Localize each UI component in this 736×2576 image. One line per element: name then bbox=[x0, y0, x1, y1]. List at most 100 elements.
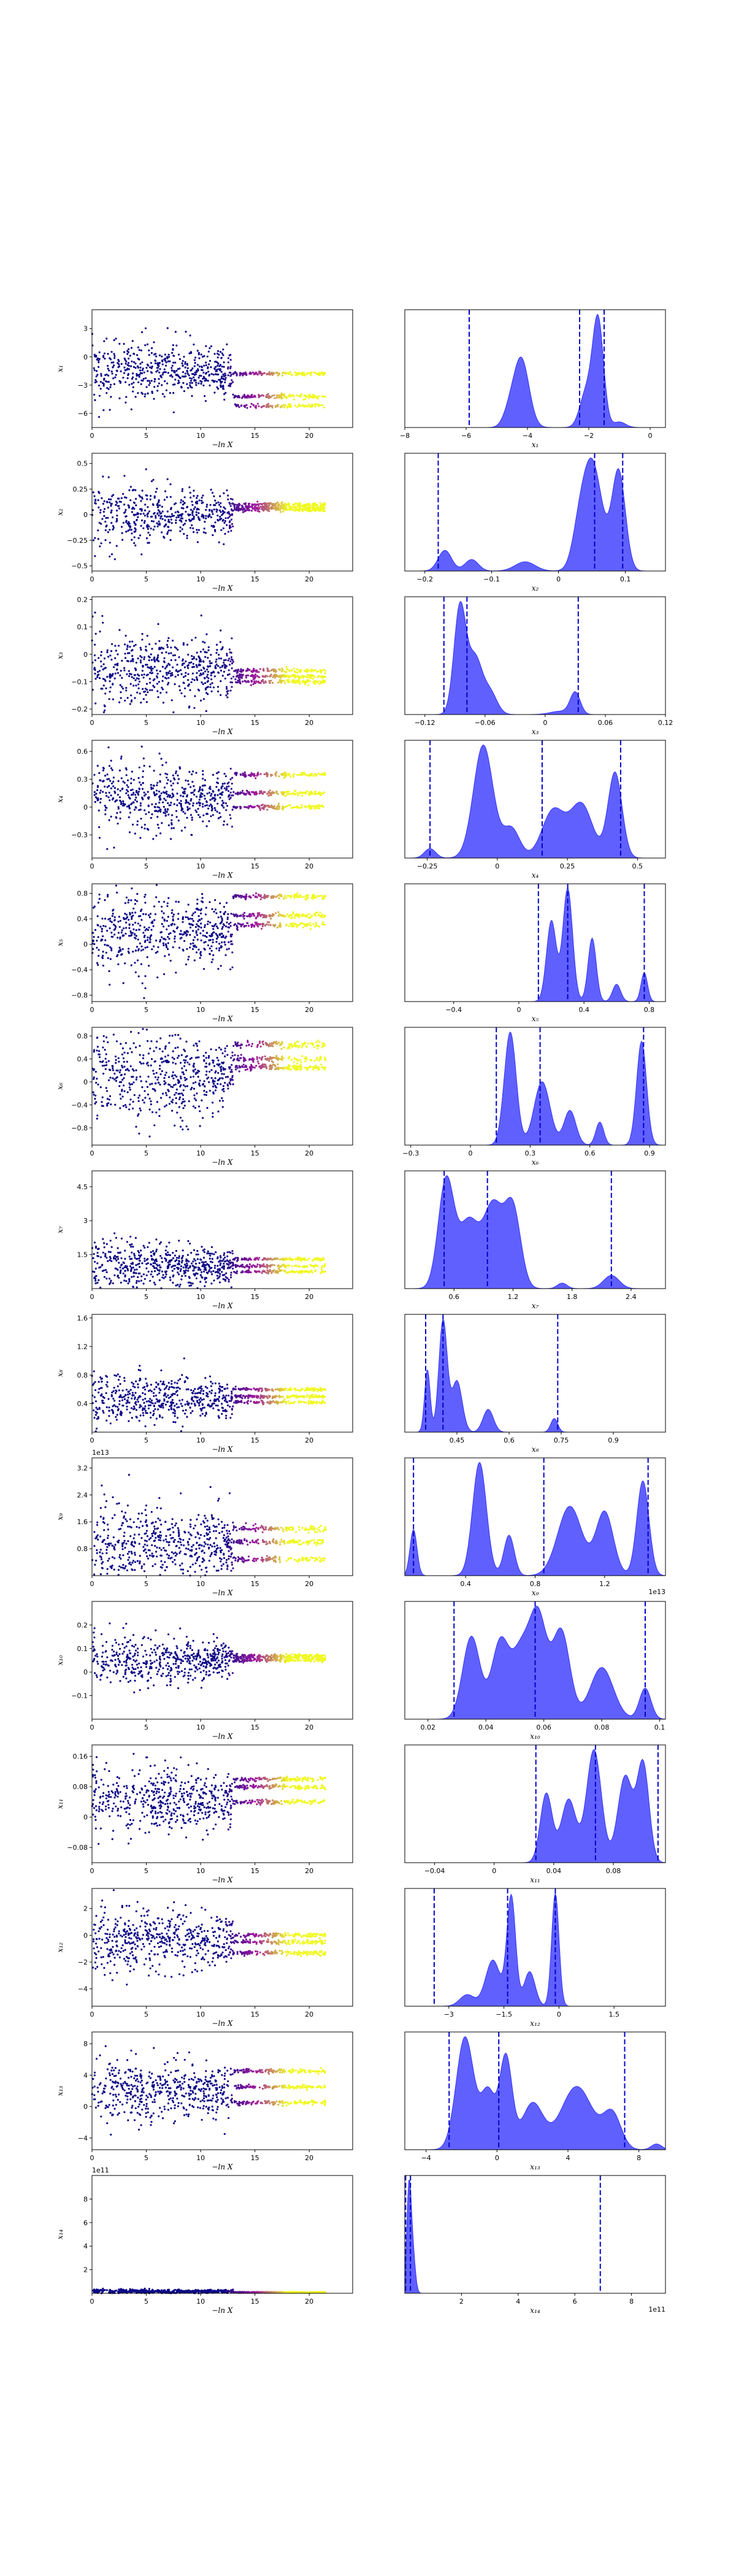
trace-point bbox=[194, 379, 197, 381]
trace-point bbox=[139, 366, 142, 369]
trace-point bbox=[178, 767, 181, 770]
trace-point bbox=[110, 782, 113, 784]
trace-point bbox=[313, 807, 316, 810]
trace-point bbox=[284, 675, 286, 678]
trace-point bbox=[250, 684, 252, 686]
trace-point bbox=[113, 339, 115, 342]
trace-point bbox=[187, 903, 190, 906]
trace-point bbox=[251, 371, 254, 374]
trace-point bbox=[165, 672, 167, 674]
trace-point bbox=[309, 1059, 312, 1061]
trace-point bbox=[128, 383, 131, 386]
trace-point bbox=[280, 502, 283, 504]
trace-point bbox=[307, 897, 309, 899]
trace-point bbox=[199, 804, 201, 807]
trace-point bbox=[132, 366, 135, 369]
trace-point bbox=[94, 379, 97, 381]
trace-point bbox=[194, 637, 197, 639]
trace-point bbox=[142, 948, 145, 951]
trace-point bbox=[125, 921, 128, 924]
trace-point bbox=[150, 480, 153, 483]
trace-point bbox=[212, 686, 215, 689]
trace-point bbox=[140, 524, 142, 527]
trace-point bbox=[266, 667, 269, 670]
trace-point bbox=[127, 901, 129, 904]
trace-point bbox=[141, 331, 144, 334]
trace-point bbox=[129, 703, 131, 705]
trace-point bbox=[235, 774, 237, 776]
trace-point bbox=[142, 776, 144, 778]
trace-point bbox=[207, 670, 210, 673]
trace-point bbox=[126, 350, 129, 352]
trace-point bbox=[258, 681, 260, 684]
trace-point bbox=[134, 679, 137, 681]
trace-point bbox=[148, 678, 151, 680]
trace-point bbox=[100, 665, 102, 668]
trace-point bbox=[150, 515, 152, 518]
trace-point bbox=[140, 553, 143, 556]
trace-point bbox=[112, 494, 115, 496]
trace-point bbox=[158, 510, 161, 513]
trace-point bbox=[93, 367, 95, 369]
trace-point bbox=[138, 929, 140, 931]
trace-point bbox=[102, 678, 104, 680]
trace-point bbox=[195, 946, 197, 948]
trace-point bbox=[166, 905, 169, 907]
trace-point bbox=[94, 929, 97, 931]
trace-point bbox=[102, 767, 105, 770]
trace-point bbox=[129, 930, 132, 933]
trace-point bbox=[310, 897, 313, 899]
trace-point bbox=[202, 375, 205, 378]
trace-point bbox=[180, 809, 183, 811]
trace-point bbox=[144, 344, 147, 347]
trace-point bbox=[150, 352, 153, 355]
trace-point bbox=[94, 632, 97, 635]
trace-point bbox=[183, 532, 185, 535]
trace-point bbox=[215, 1049, 217, 1051]
trace-point bbox=[205, 515, 207, 517]
trace-point bbox=[316, 680, 319, 683]
trace-point bbox=[105, 687, 107, 689]
trace-point bbox=[285, 507, 287, 509]
trace-point bbox=[274, 912, 277, 914]
trace-point bbox=[188, 514, 190, 516]
trace-point bbox=[319, 504, 321, 507]
trace-point bbox=[172, 711, 175, 713]
trace-point bbox=[177, 913, 180, 915]
trace-point bbox=[143, 765, 145, 767]
trace-point bbox=[127, 660, 129, 662]
trace-point bbox=[182, 507, 185, 510]
trace-point bbox=[226, 788, 228, 791]
trace-point bbox=[177, 516, 180, 518]
trace-point bbox=[270, 794, 272, 797]
trace-point bbox=[247, 502, 250, 505]
trace-point bbox=[220, 694, 222, 696]
trace-point bbox=[270, 804, 273, 807]
trace-point bbox=[96, 670, 99, 673]
trace-point bbox=[161, 359, 164, 362]
trace-point bbox=[264, 1055, 266, 1057]
trace-point bbox=[229, 660, 232, 662]
trace-point bbox=[153, 792, 156, 795]
trace-point bbox=[188, 352, 191, 355]
trace-point bbox=[248, 669, 251, 671]
trace-point bbox=[193, 343, 195, 346]
trace-point bbox=[153, 386, 156, 388]
trace-point bbox=[216, 810, 218, 813]
trace-point bbox=[208, 374, 210, 376]
trace-point bbox=[118, 505, 120, 507]
trace-point bbox=[224, 943, 226, 946]
trace-point bbox=[294, 502, 296, 505]
trace-point bbox=[241, 675, 243, 677]
trace-point bbox=[122, 493, 125, 495]
trace-point bbox=[206, 792, 209, 795]
trace-point bbox=[121, 788, 124, 790]
trace-point bbox=[190, 351, 192, 353]
trace-point bbox=[189, 334, 191, 337]
trace-point bbox=[226, 688, 228, 690]
trace-point bbox=[196, 908, 199, 911]
trace-point bbox=[95, 380, 98, 383]
trace-point bbox=[174, 378, 177, 381]
trace-point bbox=[230, 651, 232, 654]
